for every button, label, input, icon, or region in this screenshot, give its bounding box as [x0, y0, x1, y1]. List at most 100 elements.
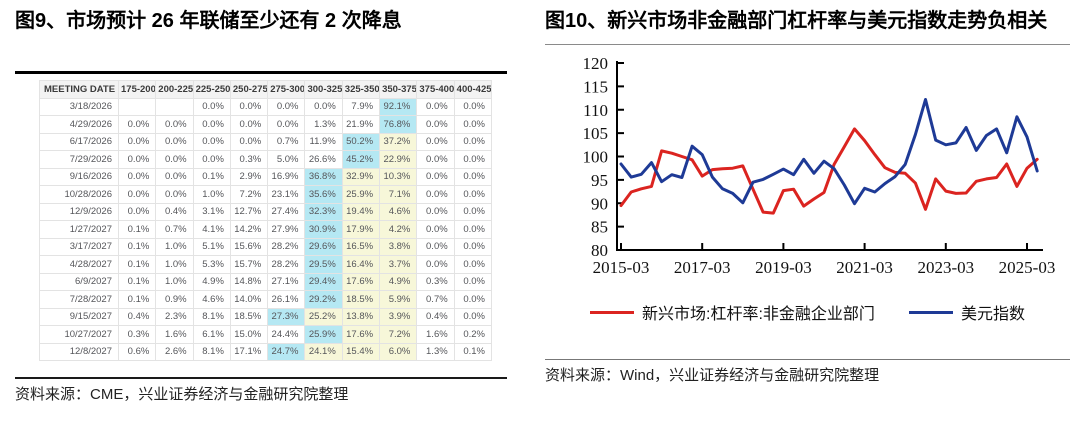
- probability-cell: 0.0%: [453, 185, 493, 204]
- probability-cell: 92.1%: [379, 97, 418, 116]
- probability-cell: 0.1%: [117, 290, 157, 309]
- fedwatch-table-wrap: MEETING DATE 175-200 200-225 225-250 250-275…: [39, 80, 493, 361]
- probability-cell: 27.1%: [267, 272, 306, 291]
- probability-cell: 0.2%: [453, 325, 493, 344]
- probability-cell: 0.7%: [416, 290, 455, 309]
- probability-cell: 7.2%: [379, 325, 418, 344]
- column-header: 400-425: [453, 80, 493, 99]
- probability-cell: 0.0%: [453, 115, 493, 134]
- probability-cell: 0.0%: [453, 290, 493, 309]
- y-tick-label: 80: [591, 241, 608, 260]
- probability-cell: 3.7%: [379, 255, 418, 274]
- figure-9: 图9、市场预计 26 年联储至少还有 2 次降息 MEETING DATE 175…: [15, 8, 507, 404]
- column-header: 250-275: [229, 80, 269, 99]
- probability-cell: 2.3%: [155, 307, 194, 326]
- probability-cell: 0.1%: [117, 272, 157, 291]
- column-header: MEETING DATE: [39, 80, 119, 99]
- probability-cell: 18.5%: [341, 290, 381, 309]
- table-row: 3/17/2027 0.1% 1.0% 5.1% 15.6% 28.2% 29.6% 16.5…: [39, 237, 493, 256]
- table-row: 6/17/2026 0.0% 0.0% 0.0% 0.0% 0.7% 11.9% 50.2% 3…: [39, 132, 493, 151]
- meeting-date-cell: 12/9/2026: [39, 202, 119, 221]
- table-row: 9/16/2026 0.0% 0.0% 0.1% 2.9% 16.9% 36.8% 32.9%…: [39, 167, 493, 186]
- probability-cell: 28.2%: [267, 237, 306, 256]
- meeting-date-cell: 7/29/2026: [39, 150, 119, 169]
- probability-cell: 14.2%: [229, 220, 269, 239]
- table-row: 7/28/2027 0.1% 0.9% 4.6% 14.0% 26.1% 29.2% 18.5…: [39, 290, 493, 309]
- probability-cell: 4.2%: [379, 220, 418, 239]
- probability-cell: 24.7%: [267, 342, 306, 361]
- probability-cell: 24.4%: [267, 325, 306, 344]
- probability-cell: 0.0%: [416, 185, 455, 204]
- probability-cell: [155, 97, 194, 116]
- probability-cell: 27.4%: [267, 202, 306, 221]
- probability-cell: 37.2%: [379, 132, 418, 151]
- probability-cell: 0.0%: [229, 132, 269, 151]
- probability-cell: 0.0%: [453, 167, 493, 186]
- probability-cell: 0.0%: [117, 115, 157, 134]
- probability-cell: 16.4%: [341, 255, 381, 274]
- table-row: 1/27/2027 0.1% 0.7% 4.1% 14.2% 27.9% 30.9% 17.9…: [39, 220, 493, 239]
- probability-cell: 0.1%: [192, 167, 231, 186]
- probability-cell: 1.6%: [155, 325, 194, 344]
- probability-cell: 17.6%: [341, 325, 381, 344]
- table-row: 6/9/2027 0.1% 1.0% 4.9% 14.8% 27.1% 29.4% 17.6%…: [39, 272, 493, 291]
- probability-cell: 24.1%: [304, 342, 343, 361]
- probability-cell: 0.0%: [117, 150, 157, 169]
- probability-cell: 0.6%: [117, 342, 157, 361]
- probability-cell: 2.9%: [229, 167, 269, 186]
- probability-cell: 15.7%: [229, 255, 269, 274]
- probability-cell: 18.5%: [229, 307, 269, 326]
- probability-cell: 0.0%: [453, 307, 493, 326]
- probability-cell: 1.3%: [304, 115, 343, 134]
- meeting-date-cell: 12/8/2027: [39, 342, 119, 361]
- probability-cell: 0.0%: [155, 167, 194, 186]
- probability-cell: 2.6%: [155, 342, 194, 361]
- probability-cell: 11.9%: [304, 132, 343, 151]
- probability-cell: 17.9%: [341, 220, 381, 239]
- probability-cell: 27.3%: [267, 307, 306, 326]
- probability-cell: 29.6%: [304, 237, 343, 256]
- figure-10-source-rule: [545, 359, 1070, 360]
- figure-10-top-rule: [545, 44, 1070, 45]
- probability-cell: 22.9%: [379, 150, 418, 169]
- column-header: 375-400: [416, 80, 455, 99]
- figure-10: 图10、新兴市场非金融部门杠杆率与美元指数走势负相关 80 85 90 95 100 10…: [545, 8, 1070, 385]
- probability-cell: 25.9%: [304, 325, 343, 344]
- probability-cell: 5.1%: [192, 237, 231, 256]
- probability-cell: 0.1%: [117, 255, 157, 274]
- probability-cell: 45.2%: [341, 150, 381, 169]
- y-tick-label: 115: [583, 77, 608, 96]
- legend-label-leverage: 新兴市场:杠杆率:非金融企业部门: [642, 306, 875, 323]
- probability-cell: 29.5%: [304, 255, 343, 274]
- meeting-date-cell: 3/17/2027: [39, 237, 119, 256]
- legend-item-leverage: 新兴市场:杠杆率:非金融企业部门: [590, 300, 875, 324]
- probability-cell: 0.1%: [453, 342, 493, 361]
- probability-cell: 0.3%: [117, 325, 157, 344]
- column-header: 325-350: [341, 80, 381, 99]
- meeting-date-cell: 9/15/2027: [39, 307, 119, 326]
- probability-cell: 5.3%: [192, 255, 231, 274]
- probability-cell: 0.0%: [155, 115, 194, 134]
- probability-cell: 6.1%: [192, 325, 231, 344]
- meeting-date-cell: 10/27/2027: [39, 325, 119, 344]
- probability-cell: 0.0%: [416, 255, 455, 274]
- table-row: 10/28/2026 0.0% 0.0% 1.0% 7.2% 23.1% 35.6% 25.9…: [39, 185, 493, 204]
- probability-cell: 0.0%: [192, 97, 231, 116]
- probability-cell: 0.0%: [416, 167, 455, 186]
- probability-cell: 8.1%: [192, 342, 231, 361]
- probability-cell: 17.1%: [229, 342, 269, 361]
- blue-line-swatch: [908, 310, 953, 314]
- probability-cell: 0.0%: [155, 132, 194, 151]
- y-tick-label: 95: [591, 171, 608, 190]
- probability-cell: 1.6%: [416, 325, 455, 344]
- x-tick-label: 2015-03: [593, 258, 650, 277]
- probability-cell: 0.3%: [229, 150, 269, 169]
- y-tick-label: 90: [591, 194, 608, 213]
- probability-cell: 1.0%: [155, 237, 194, 256]
- x-tick-label: 2017-03: [674, 258, 731, 277]
- probability-cell: 0.0%: [416, 202, 455, 221]
- probability-cell: 21.9%: [341, 115, 381, 134]
- probability-cell: 0.7%: [267, 132, 306, 151]
- probability-cell: 0.0%: [416, 237, 455, 256]
- figure-10-title: 图10、新兴市场非金融部门杠杆率与美元指数走势负相关: [545, 10, 1048, 32]
